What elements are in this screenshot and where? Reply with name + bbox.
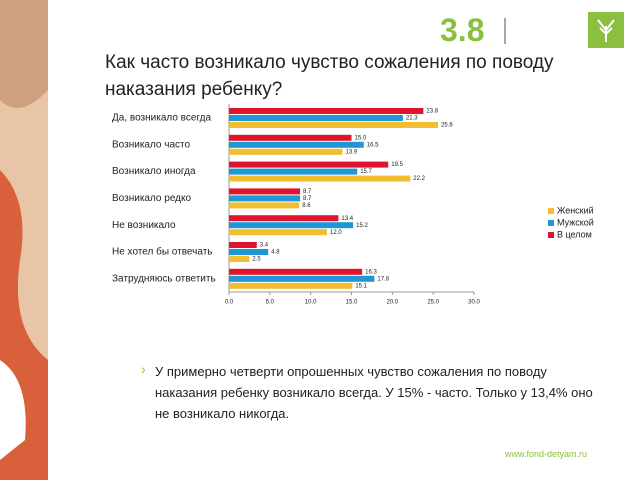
bar (229, 115, 403, 121)
bar (229, 229, 327, 236)
x-tick-label: 5.0 (266, 300, 275, 306)
photo-shape (0, 360, 26, 460)
bar (229, 141, 364, 148)
x-tick-label: 30.0 (468, 300, 480, 306)
y-tick-label: Да, возникало всегда (112, 113, 211, 124)
footer-link: www.fond-detyam.ru (505, 449, 588, 459)
value-label: 16.3 (365, 269, 377, 275)
value-label: 22.2 (413, 176, 425, 182)
value-label: 12.0 (330, 230, 342, 236)
legend-label: Мужской (557, 217, 594, 227)
section-number: 3.8 (440, 12, 485, 48)
bar (229, 222, 354, 229)
value-label: 15.1 (355, 283, 367, 289)
value-label: 21.3 (406, 116, 418, 122)
value-label: 4.8 (271, 250, 280, 256)
note-text: У примерно четверти опрошенных чувство с… (155, 364, 593, 421)
bar (229, 268, 363, 275)
value-label: 13.4 (341, 216, 353, 222)
value-label: 15.0 (355, 135, 367, 141)
x-tick-label: 20.0 (386, 300, 398, 306)
chart-title: Как часто возникало чувство сожаления по… (105, 52, 554, 100)
value-label: 15.2 (356, 223, 368, 229)
bar (229, 161, 389, 168)
photo-shape (0, 0, 48, 108)
y-tick-label: Затрудняюсь ответить (112, 273, 216, 284)
y-tick-label: Возникало часто (112, 139, 190, 150)
x-tick-label: 0.0 (225, 300, 234, 306)
y-tick-label: Возникало редко (112, 193, 191, 204)
bar (229, 215, 339, 222)
y-tick-label: Возникало иногда (112, 166, 196, 177)
value-label: 17.8 (377, 276, 389, 282)
value-label: 15.7 (360, 169, 372, 175)
value-label: 8.7 (303, 196, 312, 202)
bar (229, 256, 250, 262)
legend-swatch (548, 220, 554, 226)
value-label: 16.5 (367, 142, 379, 148)
y-tick-label: Не возникало (112, 220, 176, 231)
bar (229, 148, 343, 155)
value-label: 19.5 (391, 162, 403, 168)
bar (229, 282, 353, 289)
bar (229, 188, 301, 195)
x-tick-label: 15.0 (346, 300, 358, 306)
value-label: 8.6 (302, 203, 311, 209)
value-label: 8.7 (303, 189, 312, 195)
bar (229, 168, 358, 175)
legend-swatch (548, 232, 554, 238)
bar (229, 122, 439, 128)
bar (229, 195, 301, 202)
legend-label: Женский (557, 205, 594, 215)
bar (229, 202, 300, 209)
bar (229, 175, 411, 182)
bar (229, 249, 269, 255)
value-label: 13.9 (346, 149, 358, 155)
bar (229, 275, 375, 282)
bar (229, 134, 352, 141)
chart: 0.0 5.0 10.0 15.0 20.0 25.0 30.0 Да, возникало … (112, 104, 594, 306)
value-label: 23.8 (426, 109, 438, 115)
value-label: 25.6 (441, 123, 453, 129)
legend-label: В целом (557, 229, 592, 239)
bar (229, 242, 257, 248)
value-label: 2.5 (252, 257, 261, 263)
bar (229, 108, 424, 114)
value-label: 3.4 (260, 243, 269, 249)
x-tick-label: 25.0 (427, 300, 439, 306)
bullet: › (141, 361, 146, 377)
logo-tree (597, 19, 615, 42)
legend-swatch (548, 208, 554, 214)
x-tick-label: 10.0 (305, 300, 317, 306)
y-tick-label: Не хотел бы отвечать (112, 246, 213, 258)
